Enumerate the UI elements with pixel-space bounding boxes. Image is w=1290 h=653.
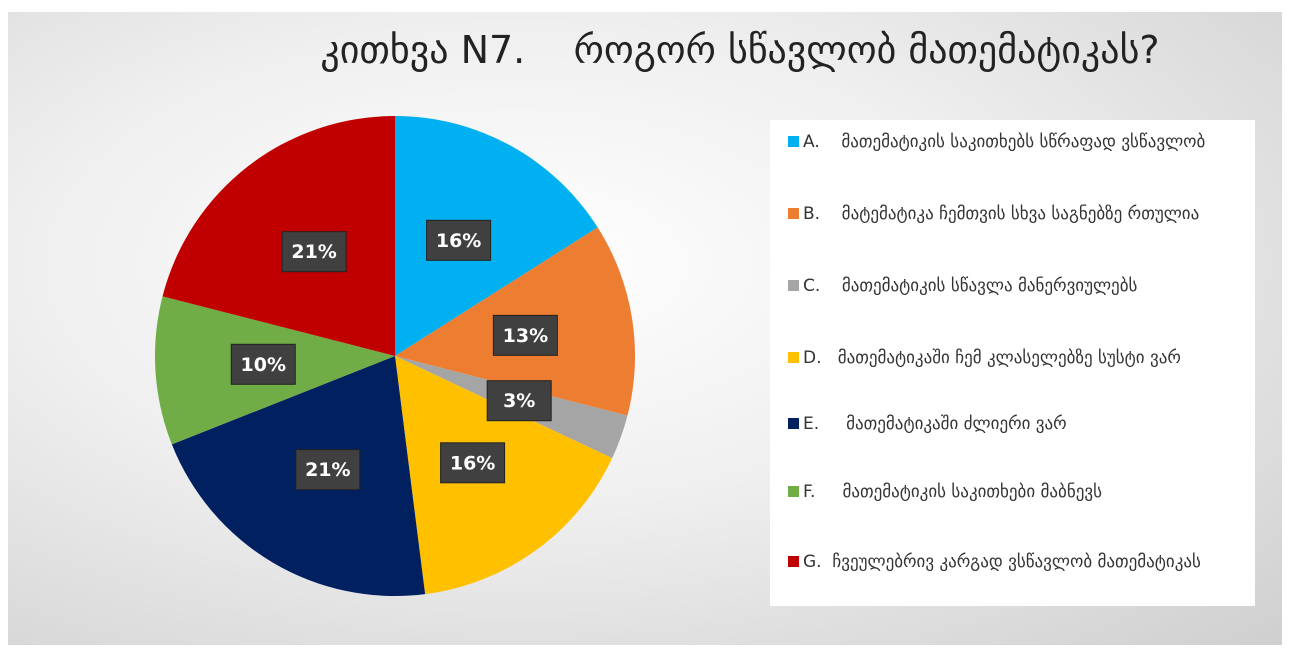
label-bg (492, 314, 558, 356)
legend-item: B. მატემატიკა ჩემთვის სხვა საგნებზე რთულ… (788, 200, 1238, 228)
legend-label: B. მატემატიკა ჩემთვის სხვა საგნებზე რთულ… (803, 204, 1200, 224)
label-bg (440, 442, 506, 484)
label-bg (295, 449, 361, 491)
data-label: 16% (436, 230, 481, 252)
legend-label: G. ჩვეულებრივ კარგად ვსწავლობ მათემატიკა… (803, 552, 1201, 572)
legend-swatch (788, 208, 799, 219)
pie-slice (162, 116, 395, 356)
legend-swatch (788, 556, 799, 567)
legend-swatch (788, 418, 799, 429)
legend-item: C. მათემატიკის სწავლა მანერვიულებს (788, 272, 1238, 300)
data-label: 21% (291, 241, 336, 263)
legend-item: G. ჩვეულებრივ კარგად ვსწავლობ მათემატიკა… (788, 548, 1238, 576)
legend-swatch (788, 280, 799, 291)
data-label: 13% (503, 325, 548, 347)
legend-label: D. მათემატიკაში ჩემ კლასელებზე სუსტი ვარ (803, 348, 1181, 368)
legend-item: A. მათემატიკის საკითხებს სწრაფად ვსწავლო… (788, 128, 1238, 156)
label-bg (486, 380, 552, 422)
legend-label: F. მათემატიკის საკითხები მაბნევს (803, 482, 1102, 502)
legend-swatch (788, 352, 799, 363)
label-bg (281, 231, 347, 273)
legend-swatch (788, 136, 799, 147)
legend-label: A. მათემატიკის საკითხებს სწრაფად ვსწავლო… (803, 132, 1206, 152)
data-label: 21% (305, 459, 350, 481)
data-label: 16% (450, 452, 495, 474)
legend-swatch (788, 486, 799, 497)
label-bg (426, 219, 492, 261)
legend-label: E. მათემატიკაში ძლიერი ვარ (803, 414, 1067, 434)
label-bg (230, 343, 296, 385)
data-label: 3% (503, 390, 535, 412)
legend-item: F. მათემატიკის საკითხები მაბნევს (788, 478, 1238, 506)
pie-slice (395, 116, 598, 356)
legend-item: D. მათემატიკაში ჩემ კლასელებზე სუსტი ვარ (788, 344, 1238, 372)
legend: A. მათემატიკის საკითხებს სწრაფად ვსწავლო… (770, 120, 1255, 606)
legend-item: E. მათემატიკაში ძლიერი ვარ (788, 410, 1238, 438)
chart-title: კითხვა N7. როგორ სწავლობ მათემატიკას? (320, 28, 1160, 72)
data-label: 10% (241, 354, 286, 376)
legend-label: C. მათემატიკის სწავლა მანერვიულებს (803, 276, 1138, 296)
